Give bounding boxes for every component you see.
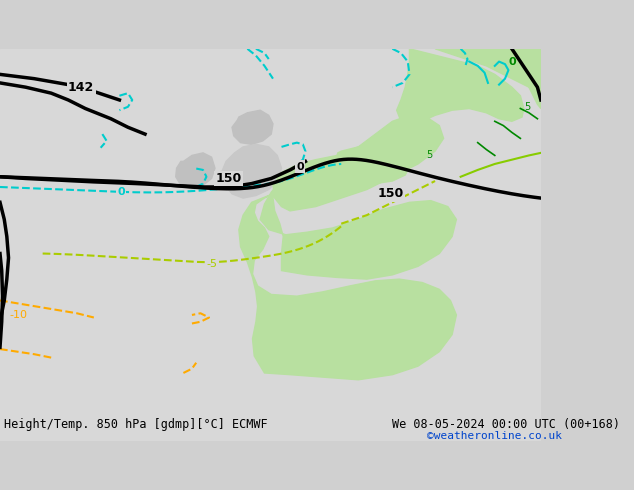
Polygon shape (435, 49, 541, 100)
Text: -5: -5 (206, 259, 217, 269)
Text: 0: 0 (508, 56, 515, 67)
Polygon shape (222, 145, 281, 198)
Polygon shape (461, 49, 541, 108)
Polygon shape (397, 49, 524, 125)
Text: -10: -10 (10, 310, 28, 320)
Text: 5: 5 (427, 150, 433, 160)
Polygon shape (176, 153, 215, 189)
Polygon shape (334, 145, 411, 184)
Text: 0: 0 (117, 187, 125, 197)
Text: 150: 150 (216, 172, 242, 185)
Text: 5: 5 (525, 102, 531, 112)
Text: 0: 0 (297, 162, 304, 172)
Text: ©weatheronline.co.uk: ©weatheronline.co.uk (427, 431, 562, 441)
Polygon shape (260, 185, 456, 279)
Text: 142: 142 (68, 81, 94, 94)
Polygon shape (273, 115, 444, 211)
Text: We 08-05-2024 00:00 UTC (00+168): We 08-05-2024 00:00 UTC (00+168) (392, 418, 621, 431)
Text: Height/Temp. 850 hPa [gdmp][°C] ECMWF: Height/Temp. 850 hPa [gdmp][°C] ECMWF (4, 418, 268, 431)
Text: 150: 150 (378, 187, 404, 200)
Polygon shape (232, 110, 273, 145)
Polygon shape (239, 194, 456, 380)
